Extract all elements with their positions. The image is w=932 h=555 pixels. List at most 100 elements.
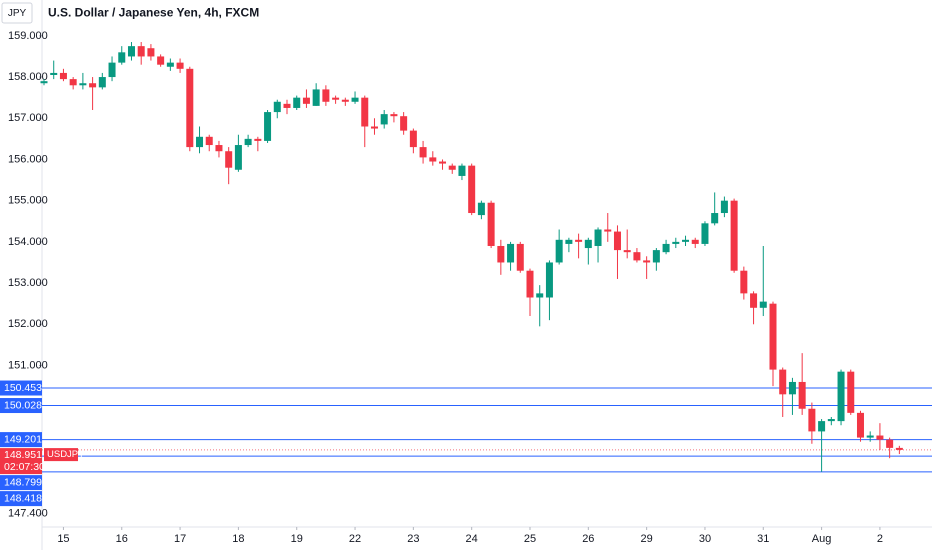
candle-body — [108, 62, 116, 78]
candle-body — [866, 435, 874, 438]
candle-body — [818, 421, 826, 432]
candle-body — [244, 138, 252, 146]
candle-body — [808, 408, 816, 432]
candle-body — [332, 97, 340, 100]
y-tick-label: 147.400 — [8, 508, 48, 520]
candle-body — [769, 303, 777, 370]
candle-body — [701, 223, 709, 244]
y-tick-label: 158.000 — [8, 71, 48, 83]
candle-body — [273, 101, 281, 113]
candle-body — [400, 116, 408, 131]
y-tick-label: 156.000 — [8, 153, 48, 165]
tag-box — [0, 448, 42, 475]
candle-body — [730, 200, 738, 271]
tag-box — [0, 491, 42, 507]
candle-body — [166, 62, 174, 67]
candle-body — [575, 239, 583, 242]
chart-title: U.S. Dollar / Japanese Yen, 4h, FXCM — [48, 6, 259, 20]
candle-body — [264, 112, 272, 141]
candle-body — [176, 62, 184, 69]
candle-body — [147, 48, 155, 57]
candle-body — [69, 79, 77, 86]
candle-body — [322, 89, 330, 102]
candle-body — [59, 72, 67, 80]
candle-body — [293, 97, 301, 108]
candle-body — [157, 56, 165, 65]
candle-body — [225, 151, 233, 168]
candle-body — [584, 239, 592, 249]
candle-body — [682, 239, 690, 242]
candle-body — [798, 381, 806, 409]
candle-body — [429, 157, 437, 162]
tag-box — [0, 398, 42, 414]
candle-body — [497, 245, 505, 263]
candle-body — [662, 243, 670, 253]
candle-body — [370, 126, 378, 129]
candle-body — [409, 130, 417, 148]
level-tag: 150.028 — [0, 398, 42, 414]
candle-body — [312, 89, 320, 106]
tag-box — [0, 432, 42, 448]
x-tick-label: 24 — [466, 533, 478, 545]
candle-body — [419, 147, 427, 158]
candle-body — [89, 83, 97, 88]
candle-body — [876, 435, 884, 440]
candle-body — [691, 239, 699, 244]
currency-box[interactable] — [1, 2, 33, 24]
tag-value: 148.418 — [4, 492, 42, 504]
candle-body — [507, 243, 515, 263]
x-tick-label: 29 — [641, 533, 653, 545]
x-tick-label: 26 — [582, 533, 594, 545]
level-tag: 149.201 — [0, 432, 42, 448]
x-tick-label: 25 — [524, 533, 536, 545]
candle-body — [516, 243, 524, 271]
y-tick-label: 151.000 — [8, 359, 48, 371]
level-tag: 148.799 — [0, 475, 42, 491]
x-tick-label: 22 — [349, 533, 361, 545]
candle-body — [137, 46, 145, 57]
tag-box — [0, 380, 42, 396]
y-tick-label: 155.000 — [8, 195, 48, 207]
candle-body — [341, 99, 349, 102]
candle-body — [886, 439, 894, 448]
candle-body — [118, 52, 126, 63]
symbol-box — [44, 448, 78, 462]
candle-body — [613, 231, 621, 251]
candle-body — [788, 381, 796, 395]
level-tag: 148.418 — [0, 491, 42, 507]
candle-body — [711, 213, 719, 224]
candle-body — [439, 161, 447, 164]
candle-body — [847, 371, 855, 413]
y-tick-label: 152.000 — [8, 318, 48, 330]
candle-body — [565, 239, 573, 244]
candle-body — [526, 270, 534, 298]
currency[interactable]: JPY — [8, 8, 27, 19]
candle-body — [40, 81, 48, 84]
symbol-label: USDJPY — [47, 449, 85, 460]
y-tick-label: 153.000 — [8, 277, 48, 289]
candle-body — [594, 229, 602, 246]
candle-body — [448, 165, 456, 170]
y-tick-label: 154.000 — [8, 236, 48, 248]
candle-body — [205, 136, 213, 146]
candle-body — [196, 136, 204, 148]
candle-body — [536, 293, 544, 298]
x-tick-label: 15 — [57, 533, 69, 545]
candle-body — [351, 97, 359, 102]
candle-body — [127, 46, 135, 57]
candle-body — [50, 72, 58, 75]
candle-body — [652, 250, 660, 263]
candle-body — [750, 293, 758, 308]
candle-body — [827, 419, 835, 422]
candle-body — [759, 301, 767, 308]
candle-body — [720, 200, 728, 214]
candle-body — [856, 412, 864, 438]
candle-body — [895, 447, 903, 450]
x-tick-label: 16 — [116, 533, 128, 545]
candle-body — [458, 165, 466, 176]
candle-body — [380, 114, 388, 125]
tag-value: 150.028 — [4, 399, 42, 411]
candle-body — [254, 138, 262, 141]
